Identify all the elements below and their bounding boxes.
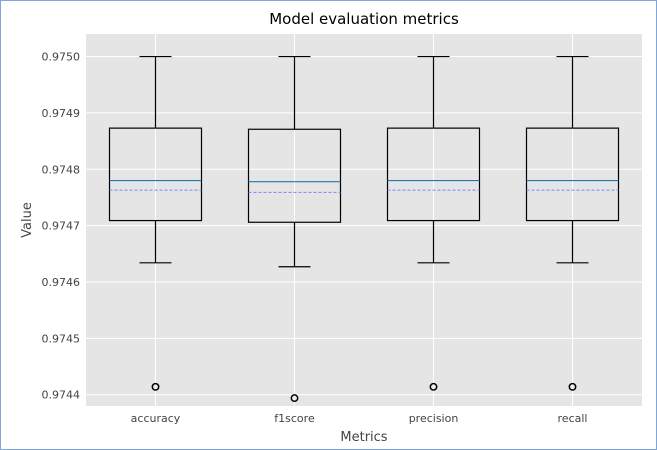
x-axis-label: Metrics (340, 430, 387, 445)
x-tick-label: recall (558, 412, 588, 425)
y-tick-label: 0.9750 (42, 51, 81, 64)
iqr-box (108, 127, 203, 222)
outlier-point (290, 394, 299, 403)
x-tick-label: precision (409, 412, 459, 425)
box-accuracy (108, 55, 203, 391)
outlier-point (151, 382, 160, 391)
y-tick-label: 0.9749 (42, 107, 81, 120)
y-axis-label: Value (20, 202, 35, 238)
y-tick-label: 0.9745 (42, 332, 81, 345)
y-tick-labels: 0.9744 0.9745 0.9746 0.9747 0.9748 0.9749 0.97… (42, 51, 81, 402)
outlier-point (429, 382, 438, 391)
x-tick-labels: accuracy f1score precision recall (131, 412, 588, 425)
iqr-box (525, 127, 620, 222)
iqr-box (386, 127, 481, 222)
box-f1score (247, 55, 342, 403)
box-recall (525, 55, 620, 391)
y-tick-label: 0.9747 (42, 220, 81, 233)
y-tick-label: 0.9748 (42, 163, 81, 176)
chart-title: Model evaluation metrics (269, 10, 459, 28)
x-tick-label: f1score (274, 412, 315, 425)
x-tick-label: accuracy (131, 412, 181, 425)
boxes (108, 55, 620, 403)
outlier-point (568, 382, 577, 391)
iqr-box (247, 128, 342, 223)
box-precision (386, 55, 481, 391)
y-tick-label: 0.9744 (42, 389, 81, 402)
y-tick-label: 0.9746 (42, 276, 81, 289)
